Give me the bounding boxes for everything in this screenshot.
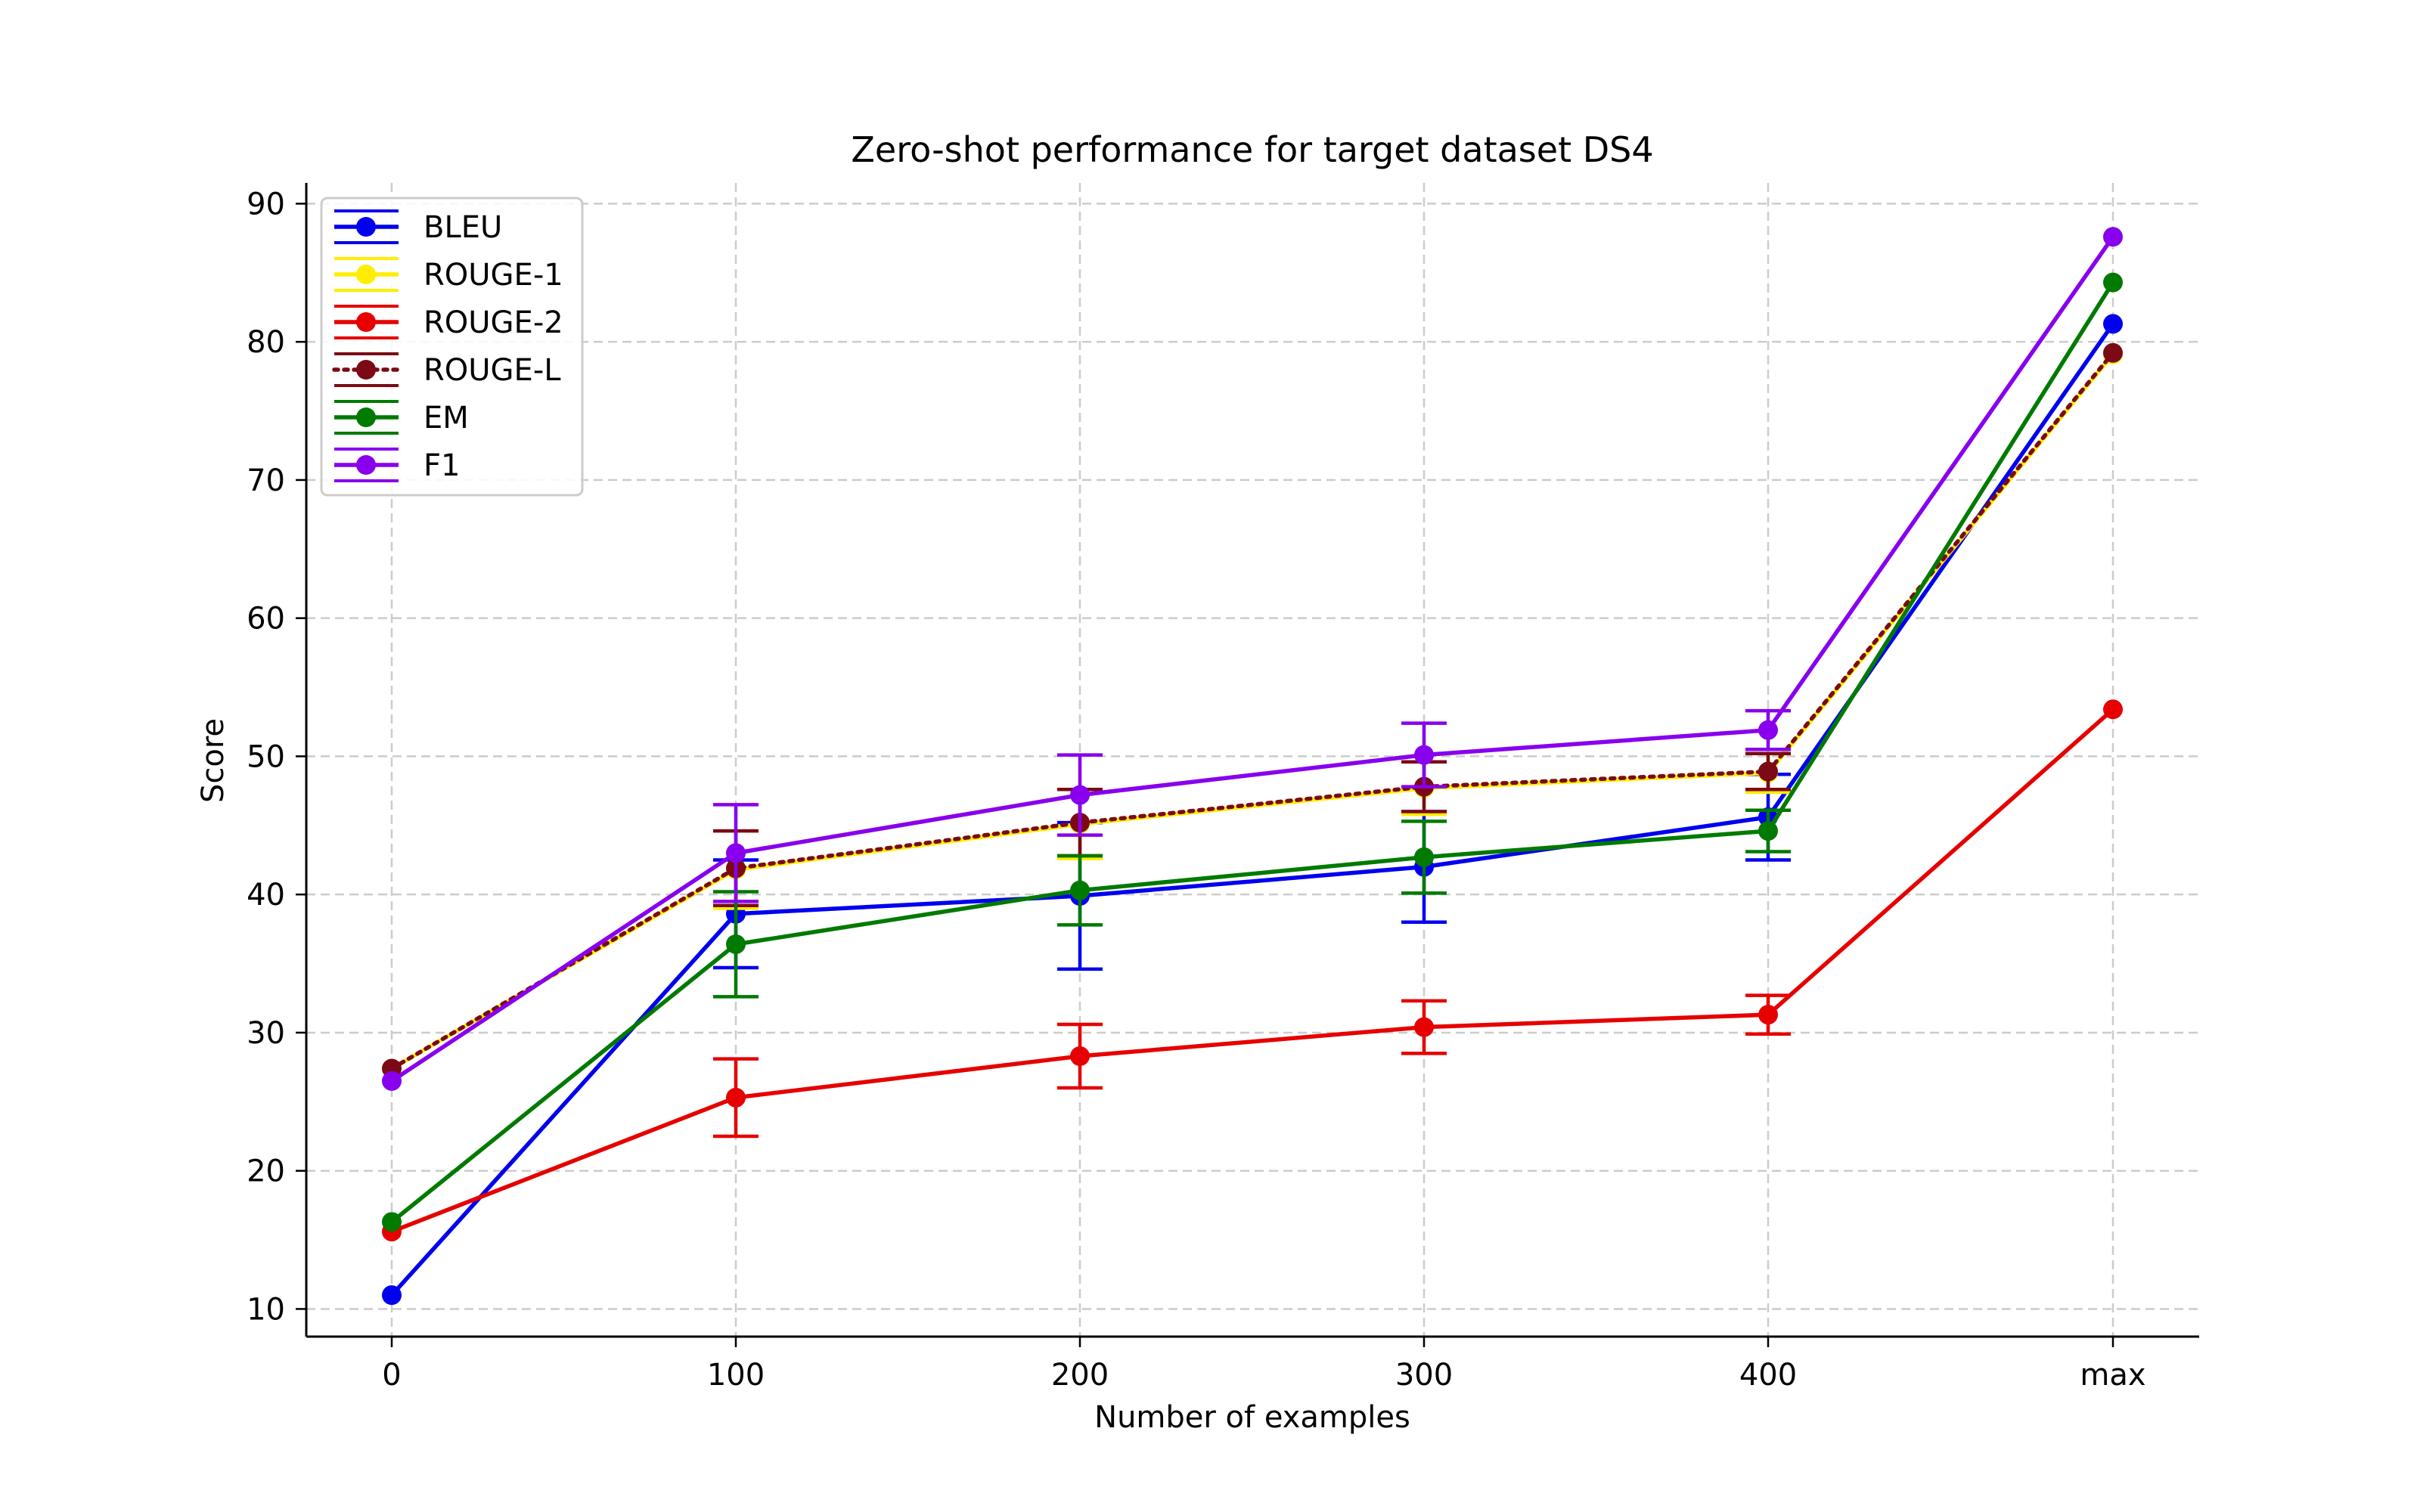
legend-marker [356, 407, 376, 427]
legend-item-rouge-2: ROUGE-2 [334, 305, 563, 340]
data-point [382, 1070, 402, 1091]
data-point [1414, 847, 1434, 867]
tick-labels: 10 20 30 40 50 60 70 80 90 0 100 200 300 400 max [247, 187, 2145, 1393]
x-tick-label: max [2080, 1358, 2145, 1393]
legend-label: ROUGE-L [424, 353, 561, 388]
y-tick-label: 10 [247, 1292, 285, 1327]
y-axis-label: Score [196, 718, 231, 803]
data-point [726, 843, 746, 863]
data-point [2103, 272, 2123, 293]
data-point [1758, 720, 1778, 740]
series-line [390, 281, 2115, 1224]
data-point [382, 1285, 402, 1306]
x-tick-label: 400 [1739, 1358, 1797, 1393]
y-tick-label: 20 [247, 1154, 285, 1189]
series-line [390, 235, 2115, 1083]
data-point [2103, 314, 2123, 334]
legend-label: F1 [424, 448, 460, 483]
series-rouge-l [382, 342, 2123, 1079]
series-line [389, 351, 2115, 1071]
legend-item-em: EM [334, 400, 469, 435]
data-point [382, 1212, 402, 1232]
y-tick-label: 50 [247, 739, 285, 774]
legend-marker [356, 312, 376, 332]
data-point [1070, 785, 1090, 805]
legend-item-bleu: BLEU [334, 209, 502, 245]
series-line [391, 708, 2114, 1234]
data-point [2103, 227, 2123, 247]
legend-marker [356, 265, 376, 284]
x-tick-label: 0 [382, 1358, 401, 1393]
data-point [1414, 1017, 1434, 1037]
legend-item-rouge-1: ROUGE-1 [334, 257, 563, 293]
x-tick-label: 300 [1395, 1358, 1453, 1393]
data-point [726, 934, 746, 954]
legend-marker [356, 455, 376, 475]
x-tick-label: 100 [707, 1358, 765, 1393]
y-tick-label: 30 [247, 1016, 285, 1051]
series-bleu [382, 314, 2123, 1306]
data-point [1758, 1005, 1778, 1025]
data-point [1758, 761, 1778, 782]
legend-label: ROUGE-1 [424, 258, 563, 293]
legend-marker [356, 217, 376, 237]
data-point [1414, 745, 1434, 765]
legend-label: ROUGE-2 [424, 305, 563, 340]
y-tick-label: 90 [247, 187, 285, 222]
series-em [382, 272, 2123, 1232]
y-tick-label: 70 [247, 463, 285, 498]
series [382, 227, 2123, 1306]
series-rouge-2 [382, 699, 2123, 1242]
series-rouge-1 [382, 344, 2123, 1079]
legend-label: EM [424, 401, 469, 435]
y-tick-label: 80 [247, 325, 285, 360]
legend-item-f1: F1 [334, 448, 460, 483]
chart-title: Zero-shot performance for target dataset… [851, 129, 1653, 170]
data-point [1070, 880, 1090, 900]
data-point [2103, 342, 2123, 363]
axes [305, 183, 2199, 1338]
legend-item-rouge-l: ROUGE-L [332, 352, 561, 388]
legend-marker [356, 360, 376, 380]
y-tick-label: 40 [247, 878, 285, 912]
series-f1 [382, 227, 2123, 1091]
grid-lines [306, 183, 2199, 1337]
legend: BLEU ROUGE-1 ROUGE-2 ROUGE-L EM F1 [320, 197, 584, 497]
data-point [726, 1087, 746, 1108]
series-line [389, 322, 2115, 1297]
legend-label: BLEU [424, 210, 502, 245]
y-tick-label: 60 [247, 602, 285, 637]
data-point [1070, 1046, 1090, 1067]
x-tick-label: 200 [1051, 1358, 1109, 1393]
data-point [2103, 699, 2123, 720]
x-axis-label: Number of examples [1094, 1400, 1410, 1435]
series-line [390, 352, 2115, 1070]
data-point [1758, 821, 1778, 841]
